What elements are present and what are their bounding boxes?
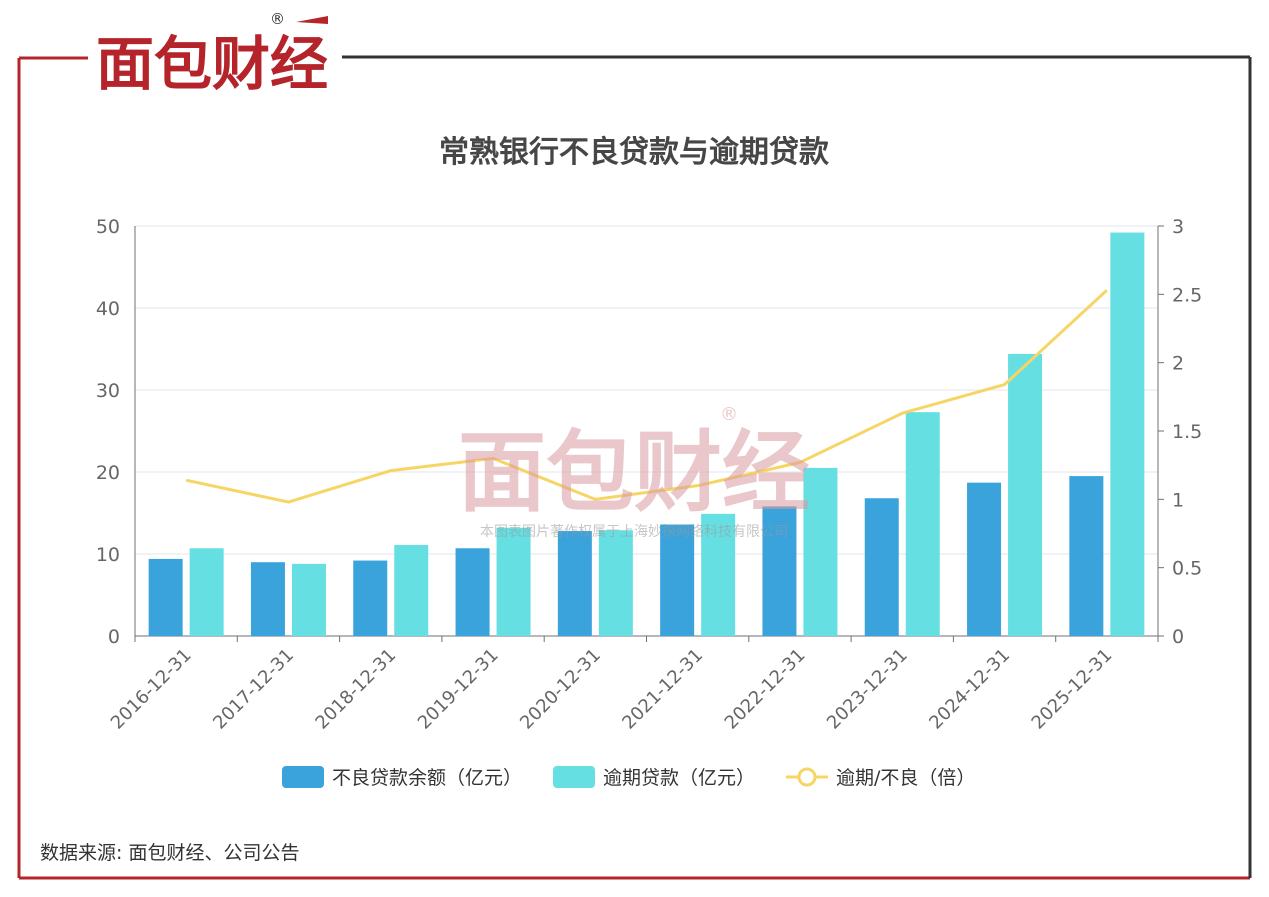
y-left-tick-label: 10	[96, 544, 120, 566]
bar-npl	[864, 498, 899, 636]
y-right-tick-label: 2.5	[1172, 284, 1202, 306]
ratio-line	[185, 289, 1108, 504]
x-tick-label: 2016-12-31	[107, 645, 196, 734]
logo-registered-mark: ®	[270, 10, 285, 28]
y-right-tick-label: 0.5	[1172, 558, 1202, 580]
bar-overdue	[496, 527, 531, 636]
y-left-tick-label: 0	[108, 626, 120, 648]
legend-label: 逾期/不良（倍）	[836, 767, 975, 789]
watermark-notice: 本图表图片著作权属于上海妙探网络科技有限公司	[480, 524, 788, 540]
y-left-tick-label: 40	[96, 298, 120, 320]
chart-title: 常熟银行不良贷款与逾期贷款	[439, 135, 830, 170]
bar-overdue	[189, 548, 224, 636]
bar-npl	[148, 558, 183, 636]
bar-npl	[660, 524, 695, 636]
bar-overdue	[803, 467, 838, 636]
y-right-tick-label: 2	[1172, 353, 1184, 375]
bar-npl	[353, 560, 388, 636]
y-left-tick-label: 20	[96, 462, 120, 484]
legend-label: 不良贷款余额（亿元）	[332, 767, 522, 789]
logo-text: 面包财经	[96, 30, 328, 98]
y-left-tick-label: 30	[96, 380, 120, 402]
x-tick-label: 2025-12-31	[1028, 645, 1117, 734]
y-right-tick-label: 1.5	[1172, 421, 1202, 443]
x-tick-label: 2023-12-31	[823, 645, 912, 734]
y-right-tick-label: 1	[1172, 489, 1184, 511]
bar-overdue	[905, 412, 940, 636]
x-tick-label: 2022-12-31	[721, 645, 810, 734]
bar-overdue	[1008, 353, 1043, 636]
bar-overdue	[1110, 232, 1145, 636]
bar-overdue	[598, 530, 633, 636]
bar-overdue	[291, 563, 326, 636]
legend-line-marker	[797, 767, 817, 787]
x-tick-label: 2017-12-31	[209, 645, 298, 734]
x-tick-label: 2020-12-31	[516, 645, 605, 734]
x-tick-label: 2019-12-31	[414, 645, 503, 734]
source-note: 数据来源: 面包财经、公司公告	[40, 842, 300, 864]
bar-overdue	[394, 544, 429, 636]
watermark-registered-mark: ®	[720, 404, 738, 425]
brand-logo: 面包财经 ®	[90, 10, 332, 98]
y-right-tick-label: 0	[1172, 626, 1184, 648]
bar-overdue	[701, 513, 736, 636]
x-tick-label: 2021-12-31	[618, 645, 707, 734]
bar-npl	[967, 482, 1002, 636]
legend-swatch	[282, 766, 324, 788]
legend-label: 逾期贷款（亿元）	[603, 767, 755, 789]
bar-npl	[557, 531, 592, 636]
y-right-tick-label: 3	[1172, 216, 1184, 238]
x-tick-label: 2024-12-31	[925, 645, 1014, 734]
bar-npl	[1069, 476, 1104, 636]
bar-npl	[455, 548, 490, 636]
watermark-text: 面包财经	[458, 421, 810, 524]
x-tick-label: 2018-12-31	[311, 645, 400, 734]
bar-npl	[250, 562, 285, 636]
logo-accent-shape	[296, 16, 328, 24]
y-left-tick-label: 50	[96, 216, 120, 238]
watermark: 面包财经® 本图表图片著作权属于上海妙探网络科技有限公司	[458, 404, 810, 540]
bar-npl	[762, 506, 797, 636]
legend-swatch	[553, 766, 595, 788]
